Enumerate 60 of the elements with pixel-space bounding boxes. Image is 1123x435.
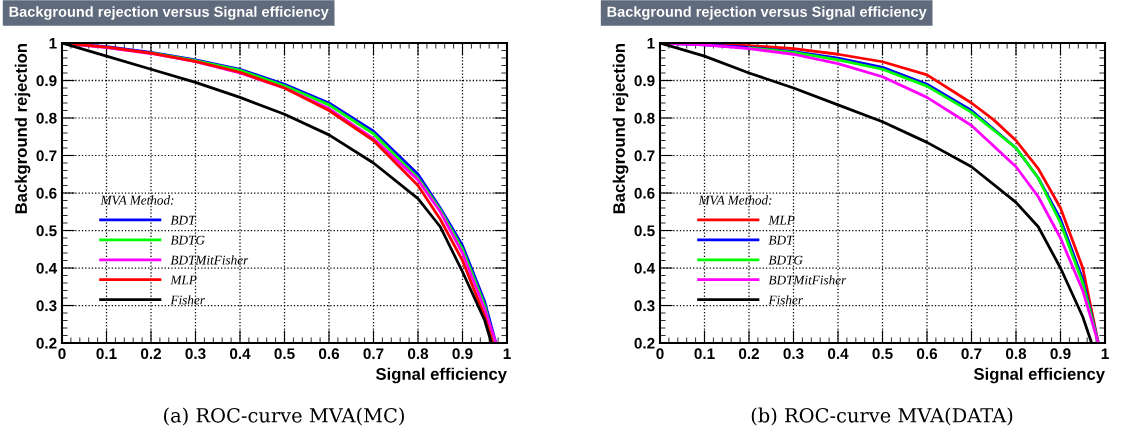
x-axis-title: Signal efficiency (375, 367, 507, 384)
y-tick-label: 1 (49, 38, 57, 49)
x-tick-label: 0.2 (738, 348, 760, 360)
y-tick-label: 0.4 (36, 262, 58, 274)
x-tick-label: 0.1 (694, 348, 715, 360)
x-tick-label: 0.4 (229, 348, 251, 360)
y-tick-label: 0.7 (36, 150, 57, 162)
legend-title: MVA Method: (698, 195, 772, 205)
legend-label: Fisher (768, 295, 803, 305)
y-tick-label: 0.2 (36, 337, 57, 349)
y-tick-label: 0.4 (634, 262, 656, 274)
y-tick-label: 0.5 (36, 225, 57, 237)
x-tick-label: 0.7 (961, 348, 982, 360)
y-tick-label: 0.6 (634, 187, 655, 199)
legend-label: Fisher (170, 295, 205, 305)
y-tick-label: 0.7 (634, 150, 655, 162)
legend-label: BDT (768, 235, 795, 245)
x-axis-title: Signal efficiency (973, 367, 1105, 384)
legend-label: MLP (170, 275, 197, 285)
y-tick-label: 0.5 (634, 225, 655, 237)
y-tick-label: 0.9 (36, 75, 57, 87)
text: (a) ROC-curve MVA(MC) (164, 407, 404, 426)
legend-label: BDTG (170, 235, 205, 245)
x-tick-label: 1 (503, 348, 511, 359)
y-tick-label: 1 (647, 38, 655, 49)
y-tick-label: 0.9 (634, 75, 655, 87)
y-tick-label: 0.2 (634, 337, 655, 349)
x-tick-label: 0.2 (140, 348, 162, 360)
legend-label: MLP (768, 215, 795, 225)
chart-title: Background rejection versus Signal efficiency (607, 6, 927, 20)
legend-label: BDT (170, 215, 197, 225)
x-tick-label: 0.1 (96, 348, 117, 360)
y-tick-label: 0.8 (634, 112, 655, 124)
x-tick-label: 0.3 (783, 348, 804, 360)
x-tick-label: 0.6 (916, 348, 938, 360)
x-tick-label: 1 (1101, 348, 1109, 359)
y-axis-title: Background rejection (612, 44, 629, 214)
x-tick-label: 0.8 (1005, 348, 1027, 360)
y-tick-label: 0.8 (36, 112, 57, 124)
y-tick-label: 0.3 (634, 300, 655, 312)
x-tick-label: 0.4 (827, 348, 849, 360)
legend-label: BDTMitFisher (170, 255, 249, 265)
x-tick-label: 0.9 (452, 348, 473, 360)
x-tick-label: 0 (58, 348, 66, 360)
chart-title: Background rejection versus Signal efficiency (9, 6, 329, 20)
legend-label: BDTMitFisher (768, 275, 847, 285)
y-tick-label: 0.6 (36, 187, 57, 199)
x-tick-label: 0.5 (274, 348, 295, 360)
y-tick-label: 0.3 (36, 300, 57, 312)
x-tick-label: 0.9 (1050, 348, 1071, 360)
x-tick-label: 0.5 (872, 348, 893, 360)
x-tick-label: 0.6 (318, 348, 340, 360)
text: (b) ROC-curve MVA(DATA) (751, 407, 1013, 426)
y-axis-title: Background rejection (14, 44, 31, 214)
x-tick-label: 0.7 (363, 348, 384, 360)
legend-label: BDTG (768, 255, 803, 265)
x-tick-label: 0.3 (185, 348, 206, 360)
x-tick-label: 0 (656, 348, 664, 360)
x-tick-label: 0.8 (407, 348, 429, 360)
legend-title: MVA Method: (100, 195, 174, 205)
